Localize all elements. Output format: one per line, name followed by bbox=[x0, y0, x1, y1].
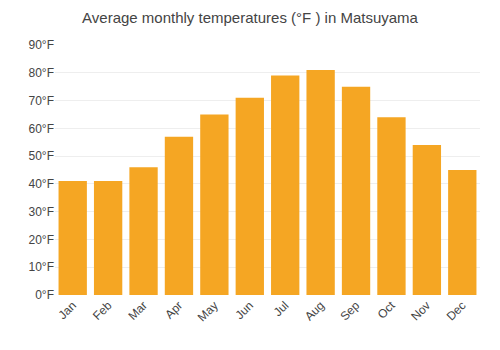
svg-text:Oct: Oct bbox=[375, 298, 399, 322]
svg-text:20°F: 20°F bbox=[29, 233, 54, 247]
svg-text:10°F: 10°F bbox=[29, 260, 54, 274]
svg-text:Mar: Mar bbox=[125, 298, 150, 323]
svg-text:Aug: Aug bbox=[302, 298, 327, 323]
svg-text:70°F: 70°F bbox=[29, 94, 54, 108]
svg-text:40°F: 40°F bbox=[29, 177, 54, 191]
svg-text:Average monthly temperatures (: Average monthly temperatures (°F ) in Ma… bbox=[82, 9, 419, 26]
svg-text:90°F: 90°F bbox=[29, 38, 54, 52]
svg-text:May: May bbox=[195, 298, 221, 324]
svg-text:Sep: Sep bbox=[337, 298, 362, 323]
svg-text:Jul: Jul bbox=[271, 298, 292, 319]
svg-text:50°F: 50°F bbox=[29, 149, 54, 163]
svg-text:Nov: Nov bbox=[408, 298, 433, 323]
svg-text:Apr: Apr bbox=[162, 298, 185, 321]
svg-text:Jun: Jun bbox=[233, 298, 257, 322]
svg-text:Dec: Dec bbox=[444, 298, 469, 323]
svg-text:Jan: Jan bbox=[55, 298, 79, 322]
svg-text:Feb: Feb bbox=[90, 298, 115, 323]
svg-text:30°F: 30°F bbox=[29, 205, 54, 219]
svg-text:0°F: 0°F bbox=[35, 288, 54, 302]
svg-text:80°F: 80°F bbox=[29, 66, 54, 80]
svg-text:60°F: 60°F bbox=[29, 122, 54, 136]
